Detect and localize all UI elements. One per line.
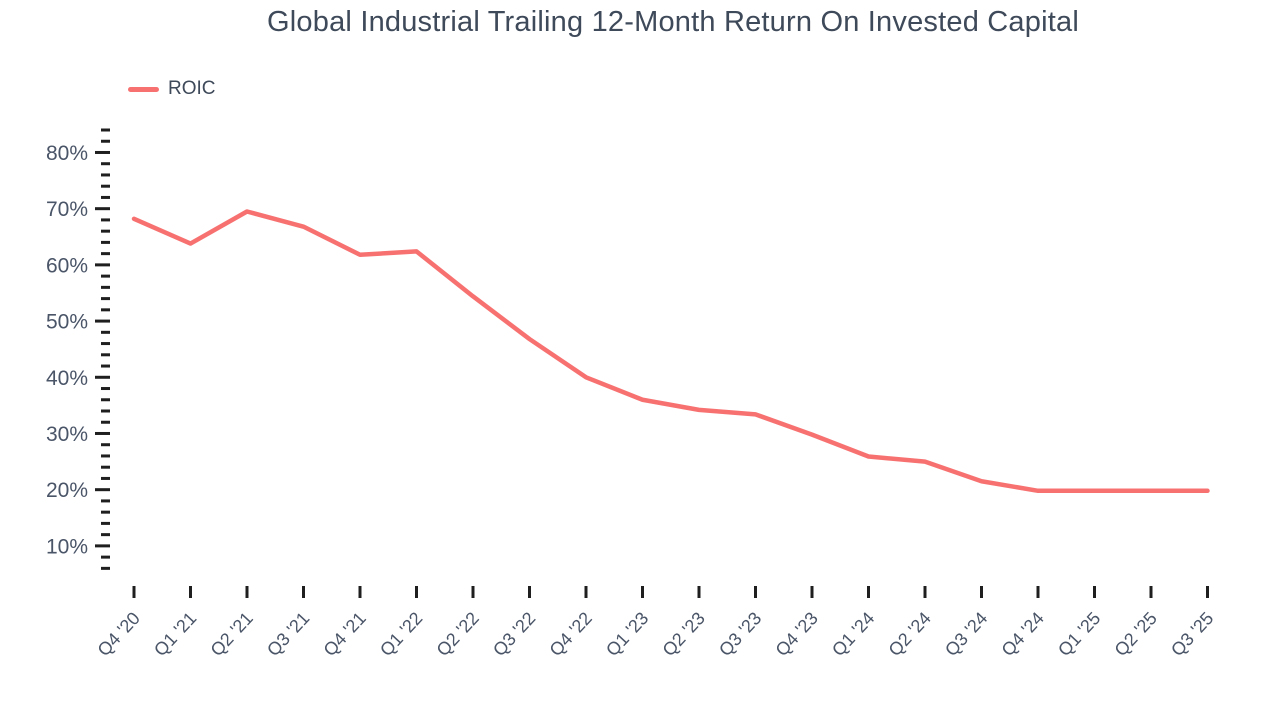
x-axis-label: Q4 '22 (546, 608, 596, 660)
y-axis-label: 80% (46, 142, 88, 165)
y-axis-label: 30% (46, 423, 88, 446)
y-axis-label: 70% (46, 198, 88, 221)
x-axis-label: Q4 '23 (772, 608, 822, 660)
x-axis-label: Q4 '20 (94, 608, 144, 660)
x-axis-label: Q3 '24 (941, 608, 991, 660)
x-axis-label: Q1 '23 (602, 608, 652, 660)
x-axis-label: Q3 '23 (715, 608, 765, 660)
x-axis-label: Q1 '22 (376, 608, 426, 660)
legend-item-roic[interactable]: ROIC (128, 78, 216, 100)
x-axis-label: Q3 '21 (263, 608, 313, 660)
x-axis-label: Q4 '24 (998, 608, 1048, 660)
x-axis-label: Q1 '24 (828, 608, 878, 660)
x-axis-label: Q3 '25 (1167, 608, 1217, 660)
x-axis-label: Q2 '24 (885, 608, 935, 660)
y-axis-label: 50% (46, 311, 88, 334)
x-axis-label: Q2 '25 (1111, 608, 1161, 660)
y-axis-label: 20% (46, 479, 88, 502)
legend-label: ROIC (168, 78, 216, 99)
chart-title: Global Industrial Trailing 12-Month Retu… (267, 6, 1079, 38)
x-axis-label: Q1 '21 (150, 608, 200, 660)
x-axis-label: Q2 '23 (659, 608, 709, 660)
x-axis-label: Q2 '21 (207, 608, 257, 660)
roic-line (131, 209, 1210, 494)
x-axis-label: Q4 '21 (320, 608, 370, 660)
x-axis-label: Q3 '22 (489, 608, 539, 660)
legend-line-swatch (128, 86, 159, 92)
y-axis-label: 10% (46, 535, 88, 558)
y-axis-label: 40% (46, 367, 88, 390)
x-axis-label: Q1 '25 (1054, 608, 1104, 660)
y-axis-label: 60% (46, 254, 88, 277)
x-axis-label: Q2 '22 (433, 608, 483, 660)
